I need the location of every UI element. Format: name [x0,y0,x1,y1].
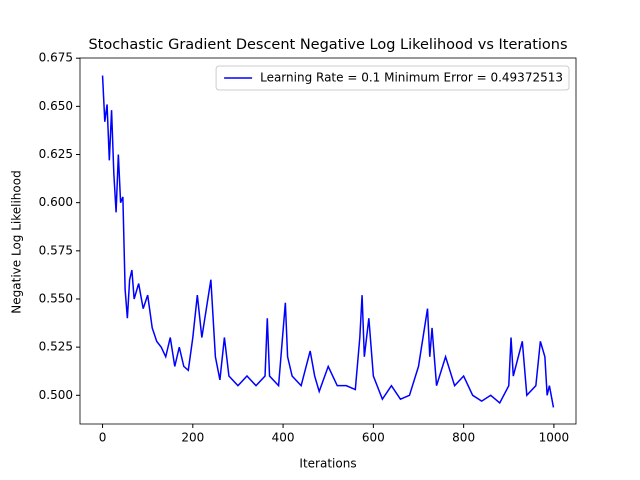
x-tick-label: 1000 [539,431,570,445]
x-tick-label: 800 [452,431,475,445]
y-tick-label: 0.600 [39,195,73,209]
y-tick-label: 0.650 [39,99,73,113]
y-axis-label: Negative Log Likelihood [10,170,24,313]
line-series [101,75,555,408]
y-tick-label: 0.525 [39,340,73,354]
chart-title: Stochastic Gradient Descent Negative Log… [88,37,567,53]
legend-box [215,65,570,91]
plot-frame [79,57,577,425]
y-tick-label: 0.575 [39,243,73,257]
x-tick-label: 400 [272,431,295,445]
x-tick-label: 200 [181,431,204,445]
y-tick-label: 0.675 [39,51,73,65]
y-tick-label: 0.625 [39,147,73,161]
x-tick-label: 0 [99,431,107,445]
x-axis-label: Iterations [299,457,356,471]
y-tick-label: 0.500 [39,388,73,402]
legend-label: Learning Rate = 0.1 Minimum Error = 0.49… [260,71,563,85]
y-tick-label: 0.550 [39,291,73,305]
x-tick-label: 600 [362,431,385,445]
